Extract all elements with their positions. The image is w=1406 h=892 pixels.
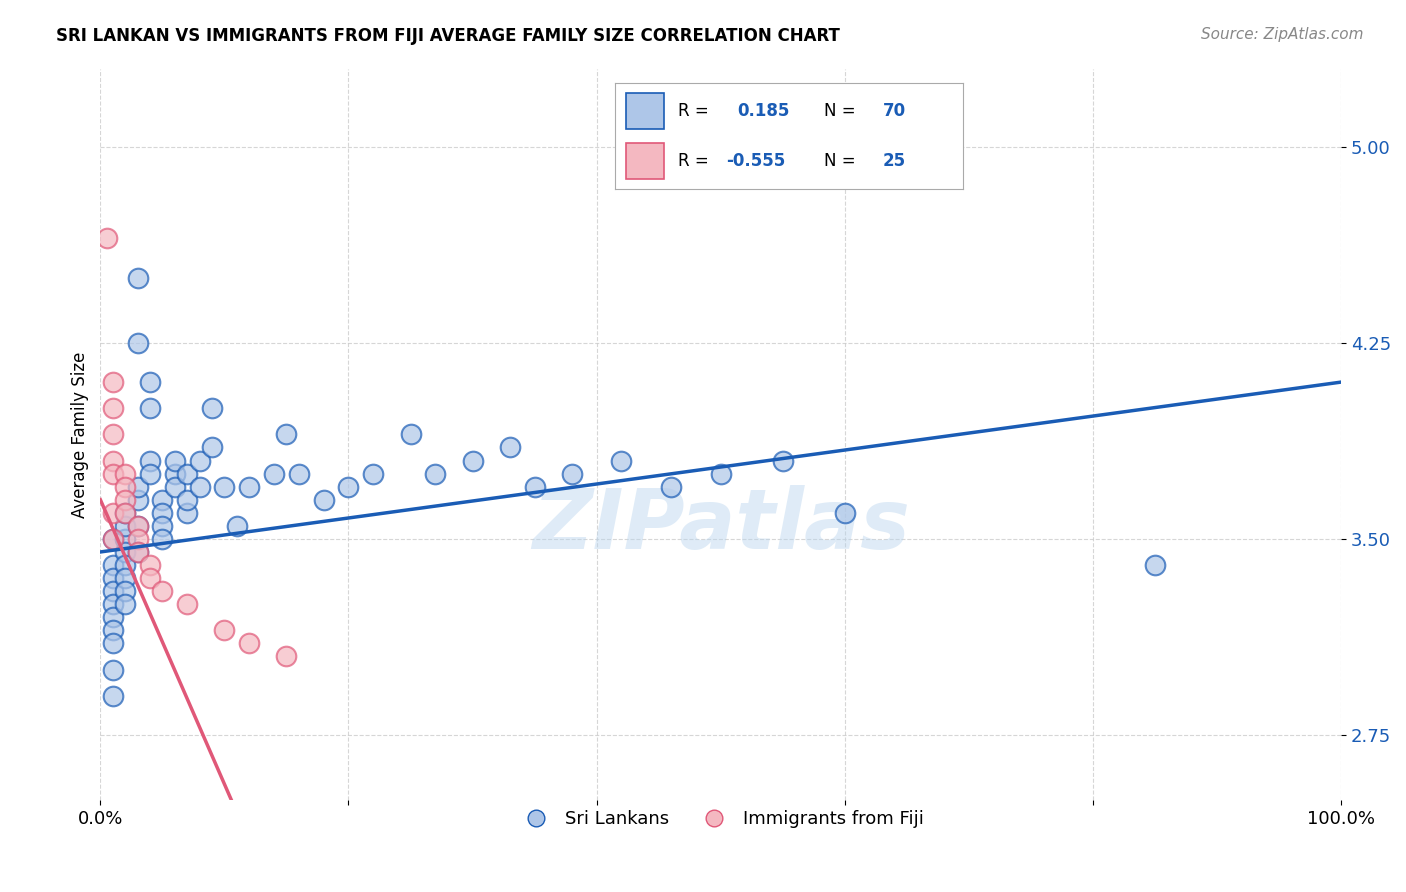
Point xyxy=(188,453,211,467)
Point xyxy=(127,492,149,507)
Point xyxy=(150,532,173,546)
Point xyxy=(288,467,311,481)
Point xyxy=(150,518,173,533)
Point xyxy=(399,427,422,442)
Point xyxy=(114,571,136,585)
Point xyxy=(127,545,149,559)
Point xyxy=(127,480,149,494)
Text: Source: ZipAtlas.com: Source: ZipAtlas.com xyxy=(1201,27,1364,42)
Point xyxy=(114,558,136,572)
Point xyxy=(127,518,149,533)
Point xyxy=(363,467,385,481)
Point xyxy=(101,597,124,611)
Point xyxy=(214,480,236,494)
Point xyxy=(710,467,733,481)
Point xyxy=(276,649,298,664)
Point xyxy=(127,545,149,559)
Legend: Sri Lankans, Immigrants from Fiji: Sri Lankans, Immigrants from Fiji xyxy=(510,803,931,835)
Point xyxy=(176,597,198,611)
Point xyxy=(150,492,173,507)
Point xyxy=(127,532,149,546)
Point xyxy=(101,427,124,442)
Point xyxy=(114,492,136,507)
Point xyxy=(163,480,186,494)
Point xyxy=(312,492,335,507)
Point xyxy=(114,597,136,611)
Point xyxy=(238,636,260,650)
Point xyxy=(101,636,124,650)
Point xyxy=(238,480,260,494)
Text: ZIPatlas: ZIPatlas xyxy=(531,485,910,566)
Point xyxy=(523,480,546,494)
Point xyxy=(263,467,285,481)
Point xyxy=(101,663,124,677)
Point xyxy=(114,467,136,481)
Point xyxy=(772,453,794,467)
Point xyxy=(101,558,124,572)
Point xyxy=(127,270,149,285)
Point xyxy=(561,467,583,481)
Point xyxy=(214,624,236,638)
Point xyxy=(176,492,198,507)
Point xyxy=(114,518,136,533)
Point xyxy=(659,480,682,494)
Point xyxy=(499,441,522,455)
Point xyxy=(114,545,136,559)
Point xyxy=(101,571,124,585)
Point xyxy=(114,532,136,546)
Point xyxy=(139,571,162,585)
Point xyxy=(139,467,162,481)
Point xyxy=(127,335,149,350)
Point xyxy=(139,401,162,416)
Point xyxy=(114,584,136,599)
Point xyxy=(101,624,124,638)
Point xyxy=(188,480,211,494)
Point xyxy=(114,506,136,520)
Point xyxy=(176,467,198,481)
Point xyxy=(461,453,484,467)
Point xyxy=(1143,558,1166,572)
Point xyxy=(101,689,124,703)
Point xyxy=(337,480,360,494)
Point xyxy=(610,453,633,467)
Point xyxy=(276,427,298,442)
Point xyxy=(114,506,136,520)
Point xyxy=(101,532,124,546)
Point xyxy=(96,231,118,245)
Point xyxy=(150,506,173,520)
Point xyxy=(139,453,162,467)
Point xyxy=(201,401,224,416)
Point xyxy=(425,467,447,481)
Point xyxy=(101,467,124,481)
Point xyxy=(114,480,136,494)
Point xyxy=(176,506,198,520)
Point xyxy=(163,467,186,481)
Point xyxy=(139,375,162,389)
Point xyxy=(101,506,124,520)
Point xyxy=(163,453,186,467)
Point xyxy=(225,518,247,533)
Point xyxy=(101,401,124,416)
Text: SRI LANKAN VS IMMIGRANTS FROM FIJI AVERAGE FAMILY SIZE CORRELATION CHART: SRI LANKAN VS IMMIGRANTS FROM FIJI AVERA… xyxy=(56,27,841,45)
Point xyxy=(834,506,856,520)
Point xyxy=(101,453,124,467)
Point xyxy=(150,584,173,599)
Y-axis label: Average Family Size: Average Family Size xyxy=(72,351,89,517)
Point xyxy=(127,518,149,533)
Point xyxy=(101,610,124,624)
Point xyxy=(101,375,124,389)
Point xyxy=(201,441,224,455)
Point xyxy=(101,532,124,546)
Point xyxy=(101,584,124,599)
Point xyxy=(139,558,162,572)
